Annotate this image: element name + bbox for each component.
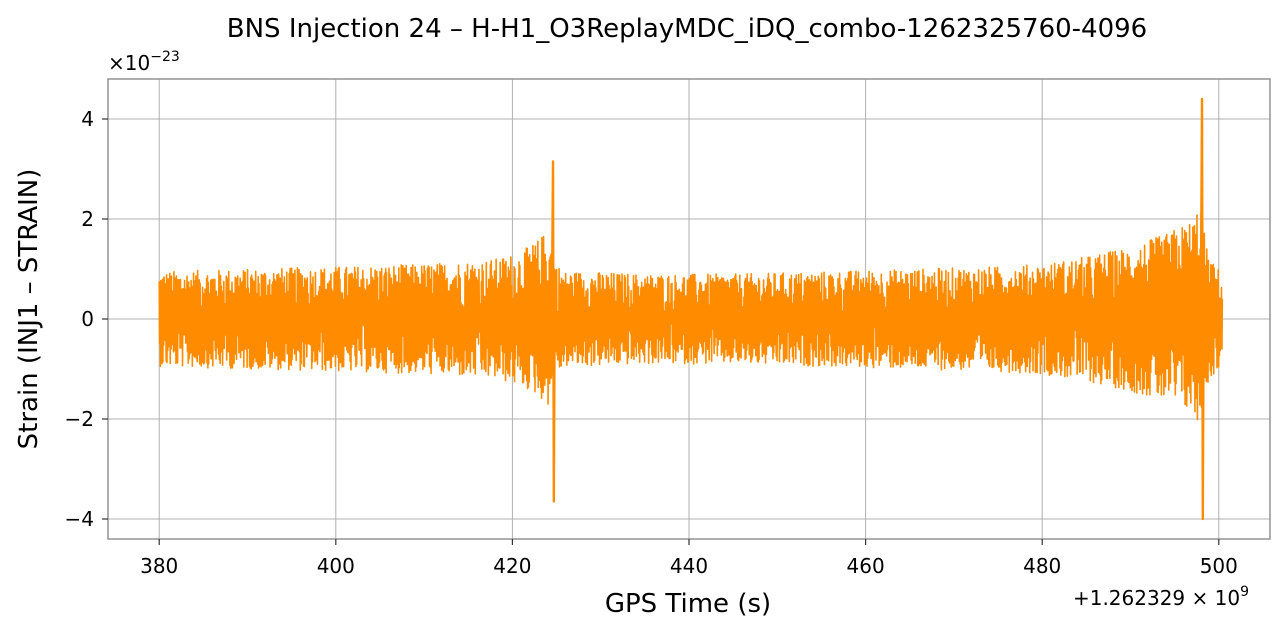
x-axis-label: GPS Time (s) xyxy=(605,589,771,619)
x-tick-label: 480 xyxy=(1023,554,1061,578)
y-axis: −4 −2 0 2 4 xyxy=(65,107,108,531)
x-tick-label: 440 xyxy=(670,554,708,578)
y-scale-exponent: −23 xyxy=(150,49,180,65)
y-tick-label: 4 xyxy=(81,107,94,131)
x-offset-label: +1.262329 × 10 xyxy=(1073,586,1240,610)
x-tick-label: 500 xyxy=(1200,554,1238,578)
chart-title: BNS Injection 24 – H-H1_O3ReplayMDC_iDQ_… xyxy=(227,14,1147,44)
x-offset-exponent: 9 xyxy=(1240,584,1249,600)
y-axis-label: Strain (INJ1 – STRAIN) xyxy=(14,169,44,450)
y-tick-label: 0 xyxy=(81,307,94,331)
strain-series-line xyxy=(158,211,1224,424)
x-offset-factor: +1.262329 × 109 xyxy=(1073,584,1249,610)
y-tick-label: 2 xyxy=(81,207,94,231)
x-tick-label: 420 xyxy=(493,554,531,578)
y-tick-label: −2 xyxy=(65,407,94,431)
x-axis: 380 400 420 440 460 480 500 xyxy=(140,539,1238,578)
strain-spike xyxy=(1199,97,1205,521)
plot-area xyxy=(158,97,1224,521)
strain-spike xyxy=(550,160,556,503)
x-tick-label: 380 xyxy=(140,554,178,578)
x-tick-label: 460 xyxy=(847,554,885,578)
y-scale-factor: ×10−23 xyxy=(108,49,180,75)
y-tick-label: −4 xyxy=(65,507,94,531)
x-tick-label: 400 xyxy=(317,554,355,578)
y-scale-label: ×10 xyxy=(108,51,150,75)
